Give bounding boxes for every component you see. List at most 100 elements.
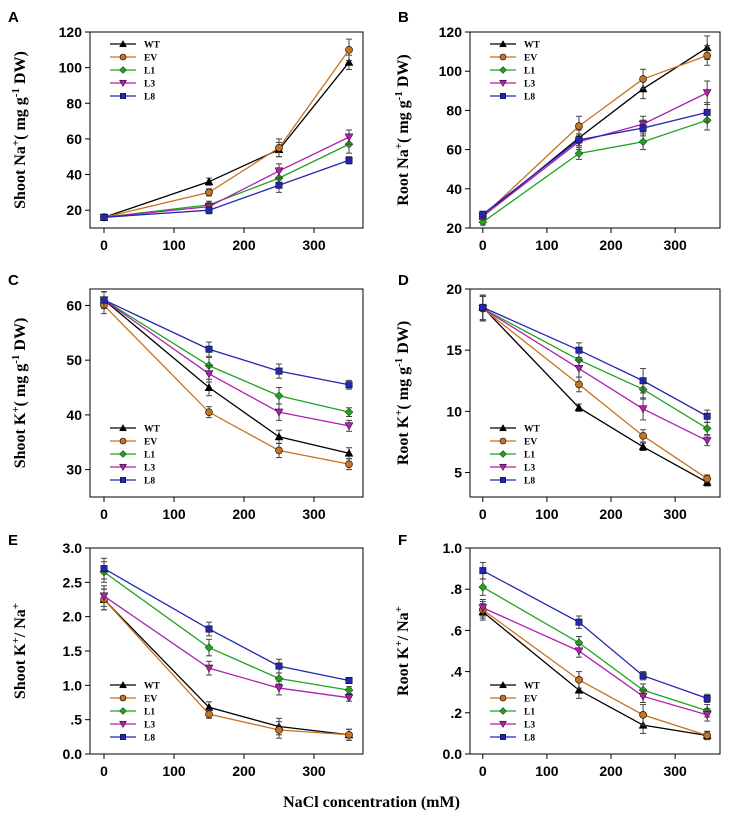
legend-f: WT EV L1 L3 L8 <box>490 680 541 744</box>
panel-b: B 20 40 60 80 100 120 0 100 200 300 Root Na+( mg g-… <box>393 9 721 253</box>
legend-marker-l1 <box>119 66 127 74</box>
panel-c: C 30 40 50 60 0 100 200 300 Shoot K+( mg g-1 DW) W… <box>8 272 364 522</box>
data-point-l8 <box>100 213 108 221</box>
data-point-l8 <box>275 367 283 375</box>
y-axis-label-f: Root K+/ Na+ <box>393 606 412 696</box>
series-line-wt <box>103 599 350 736</box>
series-ev-e <box>100 588 353 741</box>
y-tick-label-b: 100 <box>439 63 463 79</box>
data-point-l8 <box>703 412 711 420</box>
data-point-ev <box>703 51 711 60</box>
legend-label-l8: L8 <box>144 734 155 744</box>
data-point-ev <box>205 710 213 718</box>
data-point-l8 <box>575 136 583 144</box>
x-tick-label-a: 0 <box>100 237 108 253</box>
y-tick-label-a: 60 <box>66 131 82 147</box>
data-point-l3 <box>574 365 584 374</box>
y-tick-label-d: 10 <box>446 403 462 419</box>
data-point-l3 <box>702 437 712 446</box>
y-axis-label-d: Root K+( mg g-1 DW) <box>393 321 412 465</box>
data-point-l3 <box>344 694 354 703</box>
data-point-l8 <box>479 210 487 218</box>
legend-marker-l3 <box>119 463 127 472</box>
legend-label-wt: WT <box>524 682 541 692</box>
y-tick-label-e: .5 <box>70 712 82 728</box>
y-tick-label-a: 80 <box>66 95 82 111</box>
data-point-l3 <box>702 89 712 98</box>
data-point-l8 <box>703 108 711 116</box>
series-line-l3 <box>482 92 708 217</box>
series-line-l8 <box>482 111 708 215</box>
legend-marker-l1 <box>119 450 127 458</box>
data-point-l3 <box>99 592 109 601</box>
series-l3-d <box>478 295 712 447</box>
y-axis-label-c: Shoot K+( mg g-1 DW) <box>10 318 29 469</box>
x-tick-label-b: 300 <box>663 237 687 253</box>
data-point-l8 <box>479 567 487 575</box>
legend-e: WT EV L1 L3 L8 <box>110 680 161 744</box>
series-l1-f <box>478 578 712 718</box>
x-tick-label-d: 300 <box>663 506 687 522</box>
series-ev-a <box>100 38 353 222</box>
data-point-ev <box>703 731 711 740</box>
data-point-wt <box>204 383 214 391</box>
legend-marker-l8 <box>120 734 126 740</box>
data-point-l8 <box>275 662 283 670</box>
legend-label-wt: WT <box>524 425 541 435</box>
series-line-l3 <box>482 607 708 716</box>
data-point-wt <box>344 57 354 66</box>
x-tick-label-f: 0 <box>479 763 487 779</box>
series-line-l1 <box>482 308 708 430</box>
x-tick-label-a: 200 <box>232 237 256 253</box>
legend-marker-wt <box>499 423 507 432</box>
y-tick-label-c: 40 <box>66 407 82 423</box>
data-point-l1 <box>638 137 648 147</box>
legend-marker-wt <box>499 39 507 48</box>
data-point-l1 <box>478 582 488 592</box>
y-tick-label-a: 20 <box>66 202 82 218</box>
series-l1-d <box>478 295 712 436</box>
legend-marker-ev <box>499 53 507 61</box>
legend-label-l3: L3 <box>524 80 535 90</box>
x-tick-label-f: 200 <box>599 763 623 779</box>
series-line-l1 <box>103 143 350 218</box>
series-line-l8 <box>482 570 708 699</box>
series-line-l3 <box>103 595 350 699</box>
series-line-l1 <box>482 119 708 223</box>
data-point-l8 <box>100 565 108 573</box>
y-tick-label-c: 30 <box>66 462 82 478</box>
shared-x-axis-label: NaCl concentration (mM) <box>283 794 460 811</box>
series-line-l1 <box>103 299 350 413</box>
panel-letter-e: E <box>8 532 18 549</box>
series-line-ev <box>482 308 708 480</box>
data-point-wt <box>574 685 584 694</box>
panel-f: F 0.0 .2 .4 .6 .8 1.0 0 100 200 300 Root K+/ Na+ WT E… <box>393 532 721 779</box>
x-tick-label-c: 0 <box>100 506 108 522</box>
data-point-l3 <box>204 370 214 379</box>
legend-label-wt: WT <box>144 41 161 51</box>
plot-frame-d <box>469 288 721 498</box>
y-tick-label-a: 120 <box>59 24 83 40</box>
legend-label-l3: L3 <box>144 721 155 731</box>
legend-marker-l3 <box>499 79 507 88</box>
legend-label-ev: EV <box>144 438 157 448</box>
series-line-l8 <box>103 159 350 218</box>
legend-label-l1: L1 <box>144 708 155 718</box>
data-point-l1 <box>702 424 712 433</box>
x-tick-label-b: 0 <box>479 237 487 253</box>
data-point-l3 <box>344 422 354 431</box>
data-point-ev <box>639 75 647 83</box>
data-point-l8 <box>205 625 213 633</box>
y-tick-label-c: 50 <box>66 352 82 368</box>
legend-label-l8: L8 <box>524 734 535 744</box>
legend-label-l8: L8 <box>144 93 155 103</box>
data-point-l1 <box>478 217 488 227</box>
legend-label-l1: L1 <box>524 67 535 77</box>
legend-marker-ev <box>499 694 507 702</box>
data-point-l8 <box>703 694 711 702</box>
data-point-ev <box>575 122 583 130</box>
data-point-l1 <box>344 685 354 695</box>
y-tick-label-e: 0.0 <box>63 746 83 762</box>
data-point-l8 <box>575 618 583 626</box>
y-tick-label-b: 60 <box>446 142 462 158</box>
